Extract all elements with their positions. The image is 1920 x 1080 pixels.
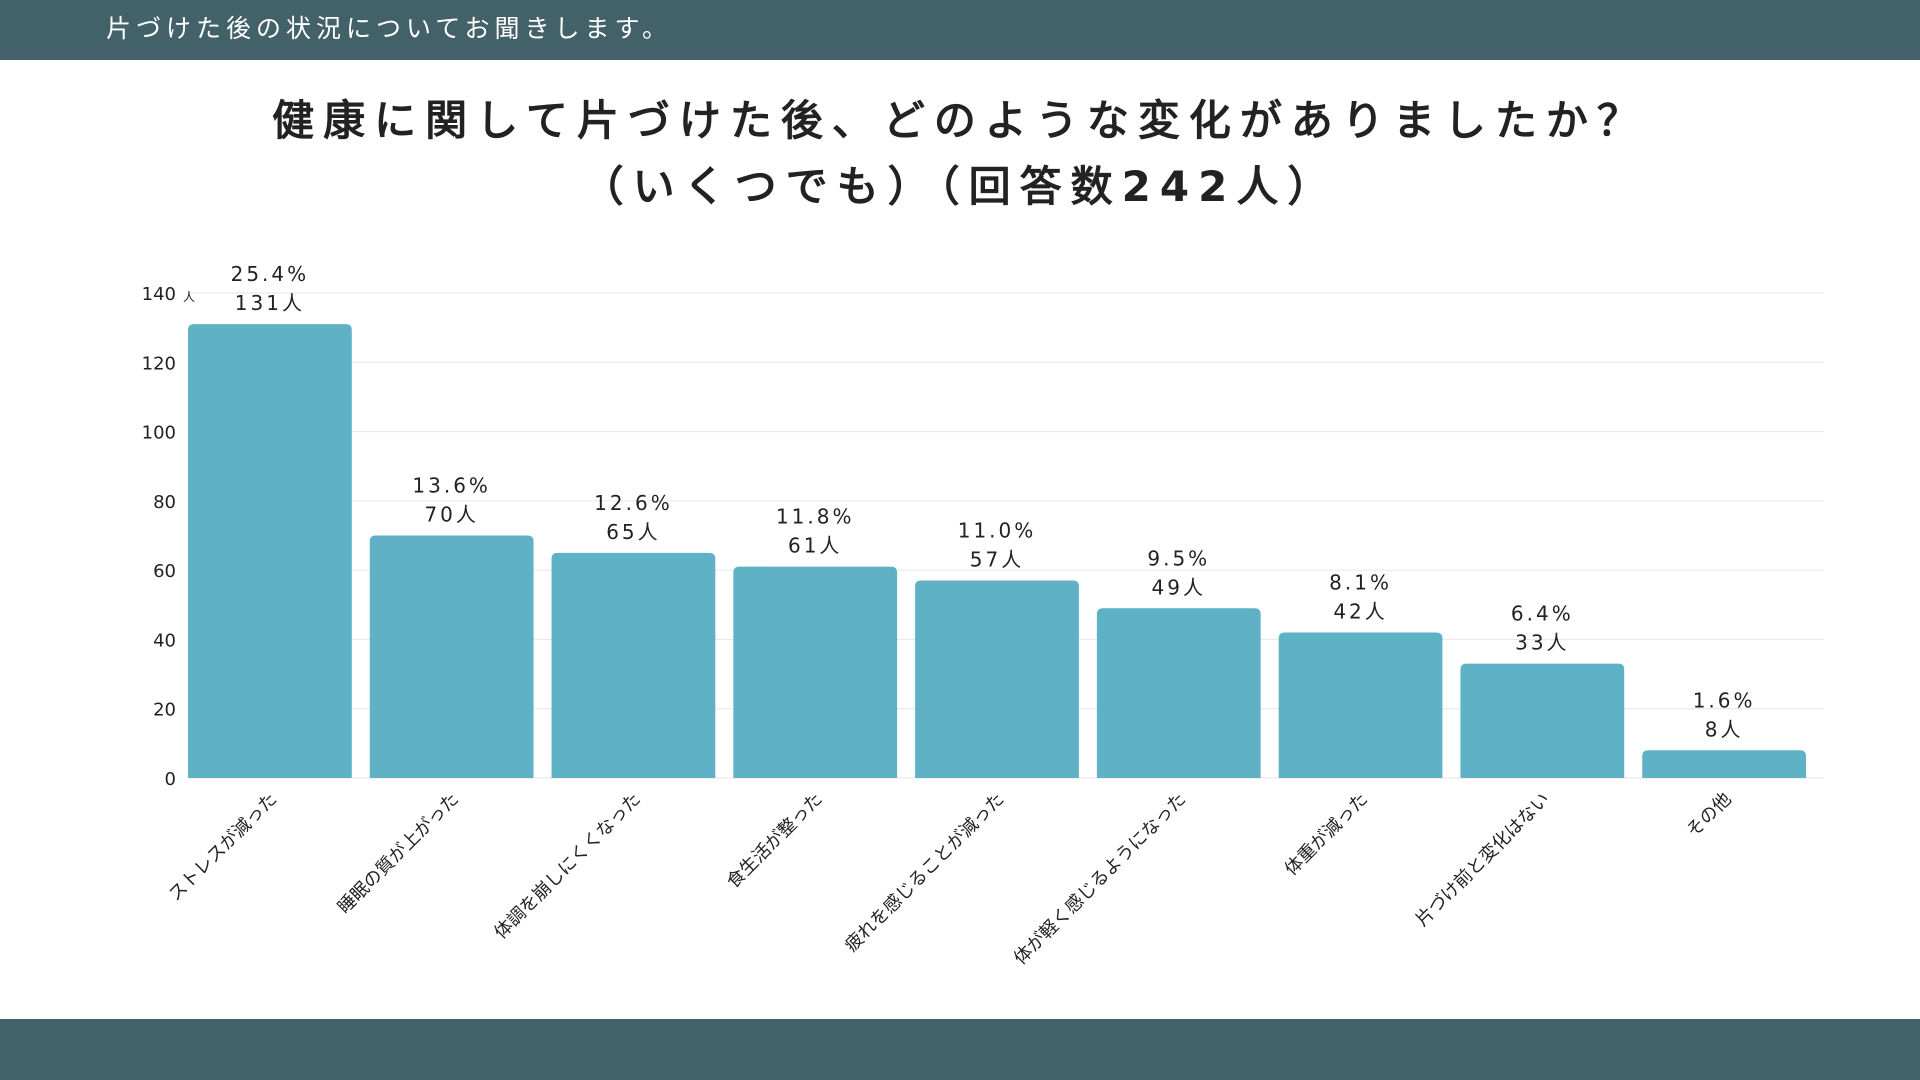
- category-label: 睡眠の質が上がった: [334, 789, 463, 918]
- bar: [369, 535, 534, 778]
- y-tick-label: 60: [153, 561, 176, 582]
- count-label: 49人: [1152, 575, 1206, 599]
- count-label: 33人: [1515, 631, 1569, 655]
- percent-label: 25.4%: [231, 262, 310, 286]
- bar: [1278, 632, 1443, 778]
- y-tick-label: 40: [153, 630, 176, 651]
- count-label: 57人: [970, 548, 1024, 572]
- percent-label: 13.6%: [412, 474, 491, 498]
- percent-label: 12.6%: [594, 491, 673, 515]
- y-unit-label: 人: [183, 290, 195, 304]
- category-label: 体重が減った: [1281, 789, 1372, 880]
- bar: [1096, 608, 1261, 778]
- category-label: 疲れを感じることが減った: [841, 789, 1009, 957]
- y-tick-label: 20: [153, 700, 176, 721]
- category-label: ストレスが減った: [165, 789, 282, 906]
- percent-label: 11.0%: [958, 519, 1037, 543]
- footer-bar: [0, 1019, 1920, 1080]
- count-label: 8人: [1705, 717, 1744, 741]
- chart-title-line-2: （いくつでも）（回答数242人）: [581, 162, 1339, 211]
- count-label: 65人: [606, 520, 660, 544]
- y-tick-label: 100: [142, 423, 176, 444]
- category-label: 食生活が整った: [723, 789, 827, 893]
- category-label: その他: [1683, 789, 1736, 842]
- y-tick-label: 120: [142, 353, 176, 374]
- y-tick-label: 80: [153, 492, 176, 513]
- bar: [1460, 663, 1625, 778]
- bar: [551, 552, 716, 778]
- chart-title-line-1: 健康に関して片づけた後、どのような変化がありましたか？: [272, 96, 1648, 145]
- count-label: 61人: [788, 534, 842, 558]
- y-tick-label: 140: [142, 284, 176, 305]
- percent-label: 9.5%: [1147, 546, 1210, 570]
- bar: [915, 580, 1079, 778]
- category-label: 体調を崩しにくくなった: [490, 789, 645, 944]
- count-label: 131人: [235, 291, 305, 315]
- header-bar: 片づけた後の状況についてお聞きします。: [0, 0, 1920, 60]
- chart-title: 健康に関して片づけた後、どのような変化がありましたか？ （いくつでも）（回答数2…: [0, 88, 1920, 220]
- percent-label: 8.1%: [1329, 571, 1392, 595]
- bar: [733, 566, 898, 778]
- y-tick-label: 0: [165, 769, 176, 790]
- percent-label: 1.6%: [1693, 688, 1756, 712]
- category-label: 片づけ前と変化はない: [1412, 789, 1554, 931]
- percent-label: 11.8%: [776, 505, 855, 529]
- category-label: 体が軽く感じるようになった: [1010, 789, 1190, 969]
- percent-label: 6.4%: [1511, 602, 1574, 626]
- bar-chart: 0 20 40 60 80 100 120 140 人 131人 25.4% ストレスが減った 70人 1…: [142, 262, 1824, 969]
- header-text: 片づけた後の状況についてお聞きします。: [106, 14, 673, 43]
- count-label: 42人: [1333, 600, 1387, 624]
- bar: [1642, 750, 1806, 778]
- bar: [188, 324, 352, 778]
- count-label: 70人: [424, 503, 478, 527]
